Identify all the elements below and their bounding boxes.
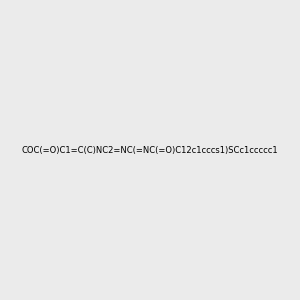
Text: COC(=O)C1=C(C)NC2=NC(=NC(=O)C12c1cccs1)SCc1ccccc1: COC(=O)C1=C(C)NC2=NC(=NC(=O)C12c1cccs1)S…: [22, 146, 278, 154]
